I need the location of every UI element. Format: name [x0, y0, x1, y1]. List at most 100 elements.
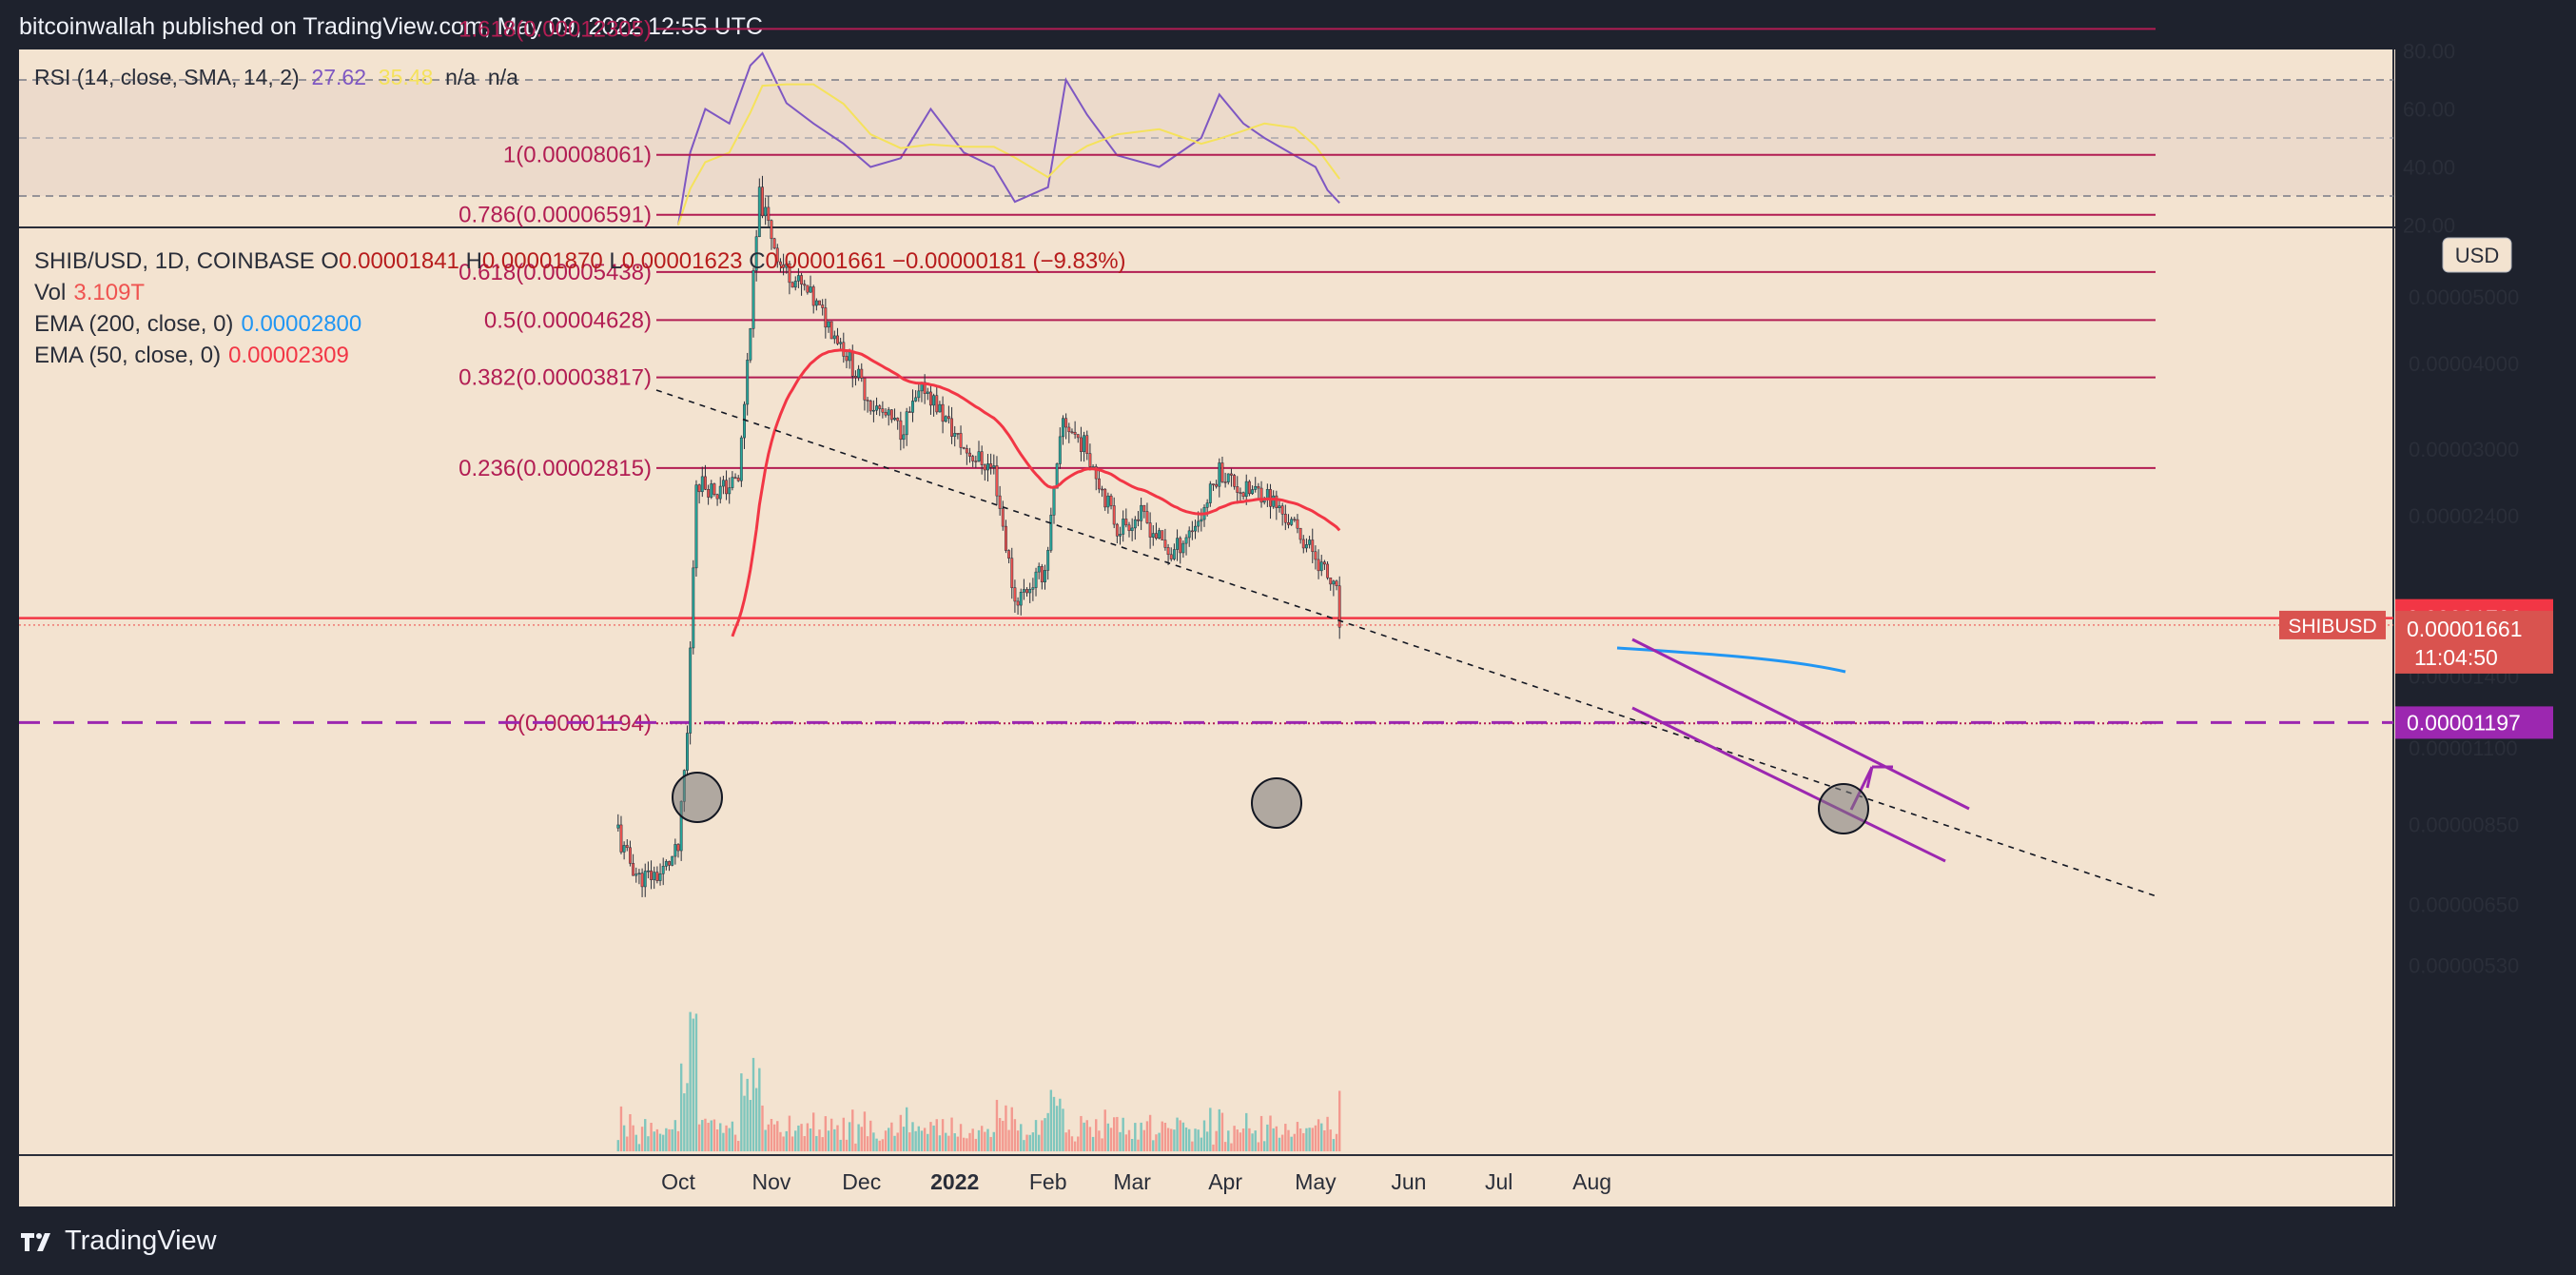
candle-body — [917, 390, 921, 399]
volume-bar — [827, 1130, 830, 1151]
main-legend: SHIB/USD, 1D, COINBASE O0.00001841 H0.00… — [34, 245, 1126, 371]
candle-body — [1097, 478, 1101, 490]
volume-bar — [875, 1138, 878, 1151]
support-touch-circle[interactable] — [1818, 783, 1869, 834]
rsi-axis-label: 60.00 — [2403, 98, 2455, 122]
volume-bar — [1227, 1130, 1230, 1151]
volume-bar — [800, 1124, 803, 1151]
support-touch-circle[interactable] — [672, 772, 723, 823]
candle-body — [1064, 418, 1068, 428]
candle-body — [1259, 487, 1263, 503]
candle-body — [1226, 473, 1230, 482]
volume-bar — [980, 1126, 984, 1151]
volume-bar — [790, 1136, 794, 1151]
volume-bar — [1106, 1123, 1110, 1151]
volume-bar — [1073, 1141, 1077, 1151]
candle-body — [1314, 551, 1317, 560]
candle-body — [1094, 466, 1098, 480]
symbol-tag — [2279, 610, 2386, 639]
candle-body — [1044, 570, 1046, 582]
candle-body — [676, 844, 680, 852]
candle-body — [1115, 523, 1119, 537]
candle-body — [809, 286, 812, 293]
candle-body — [628, 847, 632, 864]
candle-body — [926, 391, 929, 394]
volume-bar — [1275, 1126, 1278, 1151]
volume-bar — [815, 1135, 818, 1151]
volume-bar — [758, 1068, 761, 1151]
candle-body — [671, 855, 674, 866]
volume-bar — [1044, 1118, 1046, 1151]
volume-bar — [1049, 1089, 1053, 1151]
candle-body — [643, 871, 647, 888]
volume-bar — [1278, 1137, 1281, 1151]
volume-bar — [932, 1125, 935, 1151]
volume-bar — [1314, 1125, 1317, 1151]
candle-body — [878, 405, 882, 409]
candle-body — [700, 476, 704, 493]
volume-bar — [1269, 1115, 1272, 1151]
volume-bar — [640, 1127, 644, 1151]
candle-body — [941, 403, 945, 422]
candle-body — [778, 261, 782, 265]
volume-bar — [733, 1134, 737, 1151]
candle-body — [1049, 515, 1053, 551]
candle-body — [712, 483, 716, 495]
candle-body — [1130, 527, 1134, 531]
time-axis-label: Mar — [1113, 1169, 1151, 1194]
volume-bar — [1070, 1136, 1074, 1151]
volume-bar — [966, 1138, 968, 1151]
candle-body — [1254, 485, 1258, 490]
volume-bar — [1257, 1142, 1260, 1151]
price-axis-label: 0.00001100 — [2409, 736, 2518, 760]
volume-bar — [754, 1088, 758, 1151]
volume-bar — [743, 1095, 746, 1151]
candle-body — [1247, 481, 1251, 495]
candle-body — [1176, 538, 1180, 550]
price-axis-label: 0.00002400 — [2409, 504, 2519, 528]
candle-body — [863, 378, 867, 401]
candle-body — [1239, 492, 1242, 494]
volume-bar — [1023, 1140, 1025, 1151]
channel-upper-line[interactable] — [1631, 638, 1970, 811]
candle-body — [1332, 580, 1336, 585]
volume-bar — [655, 1128, 659, 1151]
volume-bar — [833, 1128, 836, 1151]
candle-body — [1067, 426, 1071, 433]
volume-bar — [1311, 1128, 1314, 1151]
trendline-dashed[interactable] — [655, 389, 2160, 898]
volume-bar — [689, 1011, 692, 1151]
volume-bar — [927, 1133, 929, 1151]
volume-bar — [1284, 1124, 1287, 1151]
candle-body — [1103, 488, 1107, 508]
time-axis-label: Feb — [1029, 1169, 1067, 1194]
channel-lower-line[interactable] — [1631, 706, 1946, 863]
volume-bars — [616, 1011, 1341, 1151]
time-axis-label: Jul — [1485, 1169, 1512, 1194]
candle-body — [739, 437, 743, 481]
volume-bar — [1161, 1121, 1163, 1151]
horizontal-levels — [19, 617, 2393, 724]
volume-bar — [947, 1135, 950, 1151]
volume-bar — [764, 1129, 767, 1151]
support-touch-circle[interactable] — [1251, 777, 1302, 829]
candle-body — [1058, 436, 1062, 464]
candle-body — [1127, 524, 1131, 531]
candle-body — [664, 861, 668, 867]
time-axis-label: Dec — [842, 1169, 881, 1194]
currency-button[interactable] — [2442, 237, 2512, 273]
candle-body — [1079, 437, 1083, 452]
volume-bar — [908, 1132, 911, 1151]
candle-body — [1208, 483, 1212, 503]
volume-bar — [878, 1140, 881, 1151]
volume-bar — [671, 1128, 673, 1151]
volume-bar — [963, 1137, 966, 1151]
candle-body — [772, 238, 776, 249]
time-axis-label: Oct — [661, 1169, 695, 1194]
volume-bar — [881, 1139, 885, 1151]
candle-body — [1124, 519, 1128, 526]
volume-bar — [806, 1123, 810, 1151]
volume-bar — [1137, 1139, 1140, 1151]
symbol-label[interactable]: SHIB/USD, 1D, COINBASE — [34, 248, 315, 274]
